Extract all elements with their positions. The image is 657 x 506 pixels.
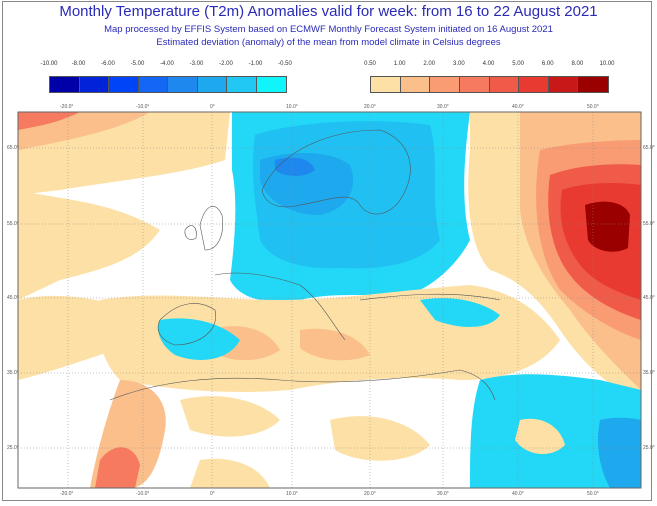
lon-label-top: 0° [210, 104, 215, 110]
map-subtitle-units: Estimated deviation (anomaly) of the mea… [156, 37, 501, 48]
lon-label-top: 30.0° [437, 104, 449, 110]
lat-label-right: 55.0° [643, 221, 655, 227]
lon-label-bottom: 30.0° [437, 491, 449, 497]
legend-tick-label: -6.00 [101, 61, 115, 67]
legend-tick-label: -5.00 [130, 61, 145, 67]
lon-label-top: -20.0° [60, 104, 74, 110]
lon-label-bottom: -10.0° [136, 491, 150, 497]
legend-swatch [459, 77, 490, 92]
legend-swatch [371, 77, 401, 92]
legend-tick-label: -0.50 [278, 61, 292, 67]
lon-label-top: -10.0° [136, 104, 150, 110]
lat-label-left: 25.0° [7, 445, 19, 451]
anomaly-max-russia [585, 201, 630, 252]
lon-label-top: 20.0° [364, 104, 376, 110]
legend-swatch [519, 77, 549, 92]
lon-label-bottom: 20.0° [364, 491, 376, 497]
legend-tick-label: 6.00 [541, 61, 554, 67]
legend-tick-label: -2.00 [219, 61, 233, 67]
legend-swatch [430, 77, 460, 92]
legend-swatch [578, 77, 608, 92]
legend-tick-label: 8.00 [571, 61, 584, 67]
legend-tick-label: 0.50 [364, 61, 376, 67]
legend-swatch [400, 77, 431, 92]
legend-tick-label: -8.00 [71, 61, 86, 67]
lon-label-top: 40.0° [512, 104, 524, 110]
lon-label-bottom: 50.0° [587, 491, 599, 497]
lat-label-left: 65.0° [7, 145, 19, 151]
legend-swatch [109, 77, 139, 92]
lon-label-top: 10.0° [286, 104, 298, 110]
map-subtitle: Map processed by EFFIS System based on E… [104, 24, 553, 35]
legend-tick-label: 1.00 [393, 61, 406, 67]
graticule [18, 112, 641, 488]
figure-border [2, 1, 652, 501]
legend-tick-label: -3.00 [189, 61, 204, 67]
legend-swatch [256, 77, 286, 92]
lat-label-left: 35.0° [7, 370, 19, 376]
lat-label-right: 65.0° [643, 145, 655, 151]
legend-swatch [138, 77, 168, 92]
legend-tick-label: 5.00 [512, 61, 524, 67]
lon-label-bottom: 40.0° [512, 491, 524, 497]
legend-swatch [227, 77, 257, 92]
legend-swatch [197, 77, 227, 92]
legend-swatch [168, 77, 198, 92]
lat-label-left: 45.0° [7, 295, 19, 301]
map-title: Monthly Temperature (T2m) Anomalies vali… [59, 3, 598, 20]
lat-label-left: 55.0° [7, 221, 19, 227]
lat-label-right: 35.0° [643, 370, 655, 376]
map-frame [17, 111, 642, 489]
legend-warm-colorbar [370, 76, 609, 93]
lat-label-right: 25.0° [643, 445, 655, 451]
coastlines [109, 129, 501, 401]
legend-tick-label: -10.00 [40, 61, 58, 67]
lon-label-bottom: -20.0° [60, 491, 74, 497]
legend-swatch [489, 77, 520, 92]
lon-label-bottom: 10.0° [286, 491, 298, 497]
legend-tick-label: 3.00 [453, 61, 465, 67]
legend-swatch [79, 77, 109, 92]
legend-swatch [50, 77, 80, 92]
legend-tick-label: -1.00 [248, 61, 263, 67]
legend-tick-label: 2.00 [423, 61, 436, 67]
legend-tick-label: 4.00 [482, 61, 495, 67]
legend-tick-label: 10.00 [599, 61, 615, 67]
legend-swatch [548, 77, 579, 92]
legend-cold-colorbar [49, 76, 287, 93]
lon-label-bottom: 0° [210, 491, 215, 497]
lat-label-right: 45.0° [643, 295, 655, 301]
lon-label-top: 50.0° [587, 104, 599, 110]
anomaly-cold-mediterranean [158, 318, 240, 360]
legend-tick-label: -4.00 [160, 61, 174, 67]
